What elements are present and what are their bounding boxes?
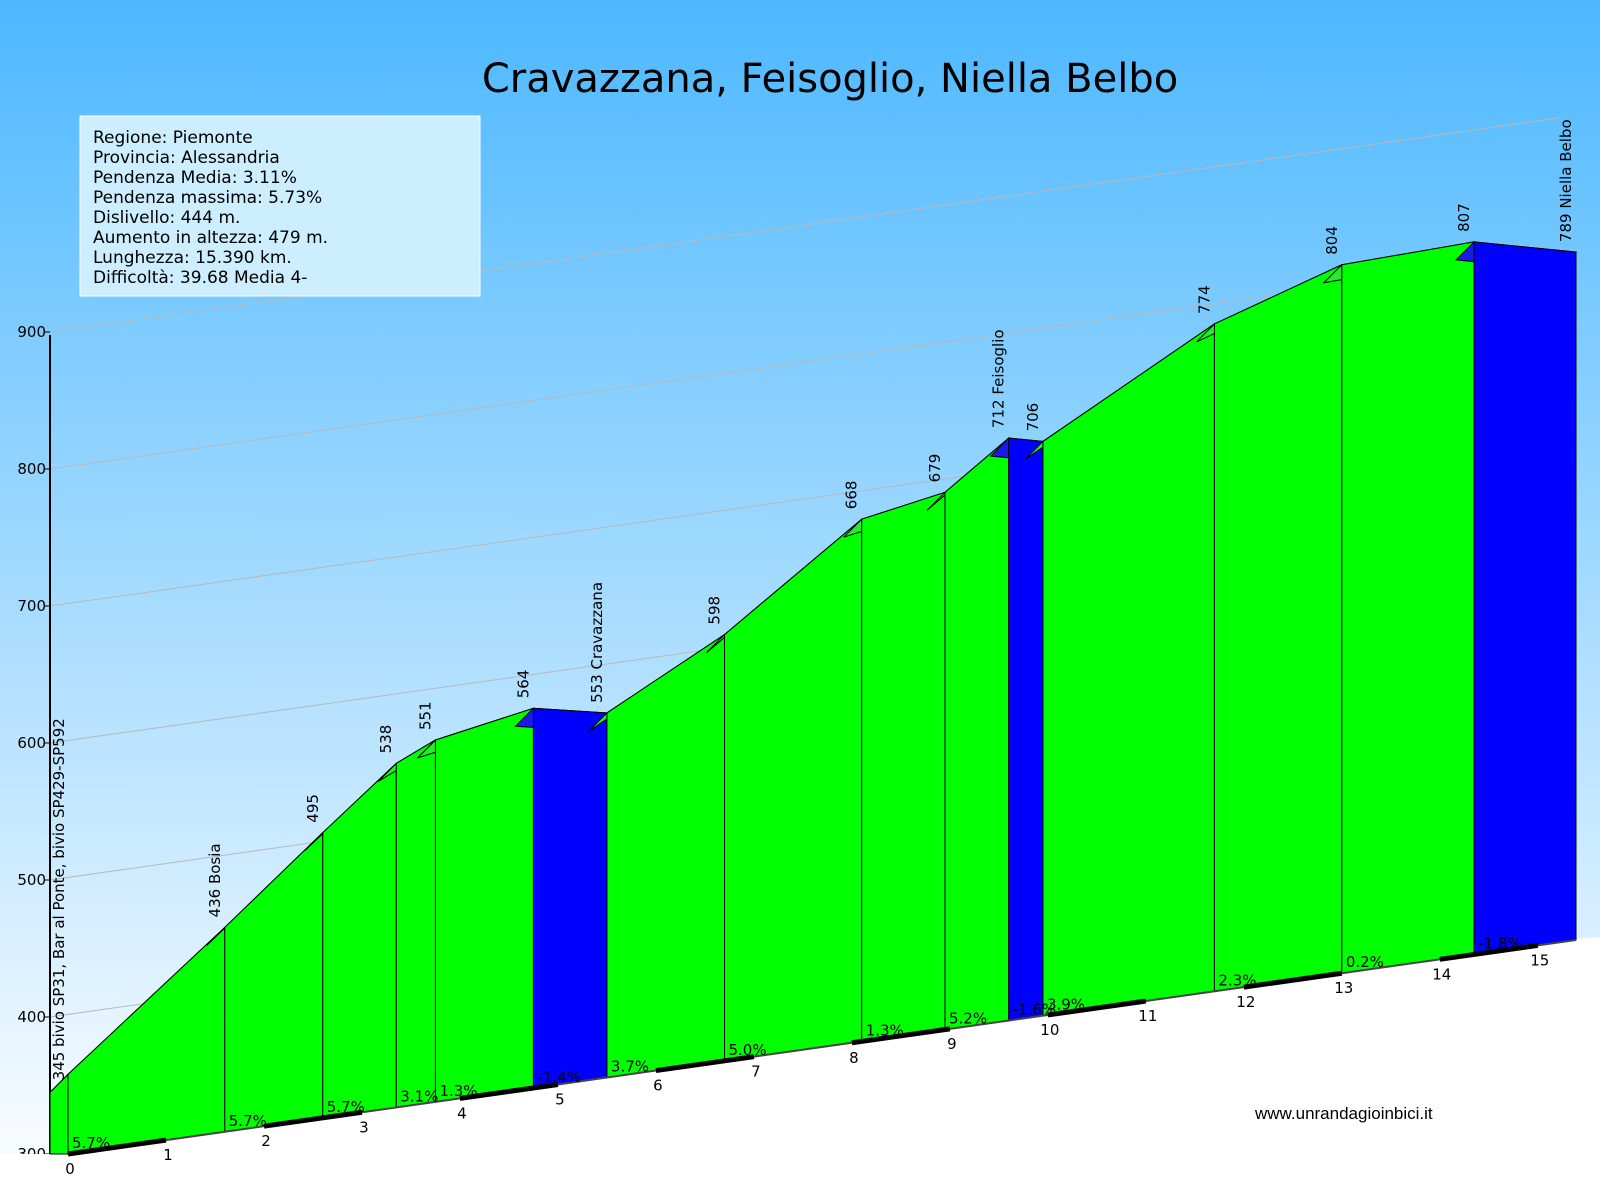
segment-grade-label: -1.6% (1013, 1001, 1057, 1019)
ground (0, 930, 1600, 1200)
point-elevation-label: 436 Bosia (206, 843, 224, 917)
x-tick-label: 9 (947, 1035, 957, 1053)
km-bar (851, 1026, 951, 1046)
y-tick-label: 500 (17, 871, 46, 889)
km-bar (165, 1125, 265, 1142)
km-bar (949, 1013, 1048, 1030)
km-bar (557, 1069, 657, 1086)
point-elevation-label: 706 (1024, 403, 1042, 432)
x-tick-label: 4 (457, 1104, 467, 1122)
info-box-bg (79, 115, 481, 297)
point-elevation-label: 551 (416, 701, 434, 730)
x-tick-label: 13 (1334, 979, 1353, 997)
info-line: Lunghezza: 15.390 km. (93, 248, 292, 268)
x-tick-label: 15 (1530, 951, 1549, 969)
segment-grade-label: 5.7% (327, 1098, 365, 1116)
segment-front-face (1473, 241, 1577, 956)
segment-grade-label: 0.2% (1346, 953, 1384, 971)
point-elevation-label: 598 (706, 596, 724, 625)
segment-grade-label: 5.0% (729, 1041, 767, 1059)
segment-grade-label: 5.2% (949, 1010, 987, 1028)
segment-front-face (1213, 263, 1343, 992)
info-line: Difficoltà: 39.68 Media 4- (93, 268, 307, 288)
y-tick-label: 400 (17, 1008, 46, 1026)
x-tick-label: 11 (1138, 1007, 1157, 1025)
point-elevation-label: 553 Cravazzana (588, 582, 606, 703)
segment-grade-label: 3.7% (611, 1058, 649, 1076)
segment-front-face (1042, 322, 1215, 1017)
km-bar (1145, 986, 1244, 1003)
segment-grade-label: -1.4% (537, 1068, 581, 1086)
segment-grade-label: 5.7% (229, 1112, 267, 1130)
segment-front-face (434, 707, 534, 1103)
y-tick-label: 600 (17, 734, 46, 752)
x-tick-label: 7 (751, 1063, 761, 1081)
point-elevation-label: 679 (926, 454, 944, 483)
point-elevation-label: 789 Niella Belbo (1557, 119, 1575, 242)
x-tick-label: 8 (849, 1049, 859, 1067)
y-tick-label: 800 (17, 460, 46, 478)
segment-front-face (861, 491, 946, 1042)
x-tick-label: 1 (163, 1146, 173, 1164)
point-elevation-label: 495 (304, 794, 322, 823)
info-line: Regione: Piemonte (93, 128, 253, 148)
point-elevation-label: 668 (843, 481, 861, 510)
y-tick-label: 900 (17, 323, 46, 341)
x-tick-label: 10 (1040, 1021, 1059, 1039)
y-tick-label: 700 (17, 597, 46, 615)
info-line: Pendenza massima: 5.73% (93, 188, 322, 208)
point-elevation-label: 807 (1455, 203, 1473, 232)
x-tick-label: 6 (653, 1077, 663, 1095)
info-line: Aumento in altezza: 479 m. (93, 228, 328, 248)
point-elevation-label: 804 (1323, 226, 1341, 255)
x-tick-label: 2 (261, 1132, 271, 1150)
km-bar (1047, 998, 1147, 1018)
point-elevation-label: 345 bivio SP31, Bar al Ponte, bivio SP42… (50, 718, 68, 1080)
x-tick-label: 12 (1236, 993, 1255, 1011)
segment-grade-label: 5.7% (72, 1134, 110, 1152)
segment-side-face (49, 1073, 69, 1155)
point-elevation-label: 564 (514, 670, 532, 699)
segment-grade-label: 3.1% (400, 1087, 438, 1105)
segment-grade-label: 1.3% (866, 1021, 904, 1039)
km-bar (263, 1109, 363, 1129)
km-bar (459, 1081, 559, 1101)
info-line: Provincia: Alessandria (93, 148, 280, 168)
km-bar (361, 1097, 461, 1114)
segment-front-face (395, 739, 436, 1108)
x-tick-label: 0 (65, 1160, 75, 1178)
x-tick-label: 3 (359, 1118, 369, 1136)
km-bar (1439, 942, 1539, 962)
website-credit: www.unrandagioinbici.it (1254, 1104, 1433, 1123)
segment-front-face (1341, 241, 1475, 974)
segment-front-face (1008, 437, 1044, 1022)
segment-grade-label: 1.3% (439, 1082, 477, 1100)
km-bar (655, 1054, 755, 1074)
x-tick-label: 14 (1432, 965, 1451, 983)
km-bar (67, 1137, 167, 1157)
segment-front-face (532, 707, 608, 1089)
segment-grade-label: 2.3% (1218, 971, 1256, 989)
km-bar (1537, 939, 1577, 947)
segment-grade-label: 3.9% (1047, 996, 1085, 1014)
point-elevation-label: 712 Feisoglio (990, 329, 1008, 428)
segment-front-face (606, 633, 726, 1079)
km-bar (753, 1041, 853, 1058)
info-line: Dislivello: 444 m. (93, 208, 240, 228)
point-elevation-label: 774 (1195, 285, 1213, 314)
km-bar (1243, 970, 1343, 990)
point-elevation-label: 538 (377, 725, 395, 754)
info-line: Pendenza Media: 3.11% (93, 168, 297, 188)
chart-title: Cravazzana, Feisoglio, Niella Belbo (482, 56, 1178, 102)
x-axis-baseline (67, 939, 1577, 1157)
x-tick-label: 5 (555, 1090, 565, 1108)
segment-front-face (944, 436, 1010, 1031)
km-bar (1341, 958, 1440, 975)
segment-grade-label: -1.8% (1478, 934, 1522, 952)
